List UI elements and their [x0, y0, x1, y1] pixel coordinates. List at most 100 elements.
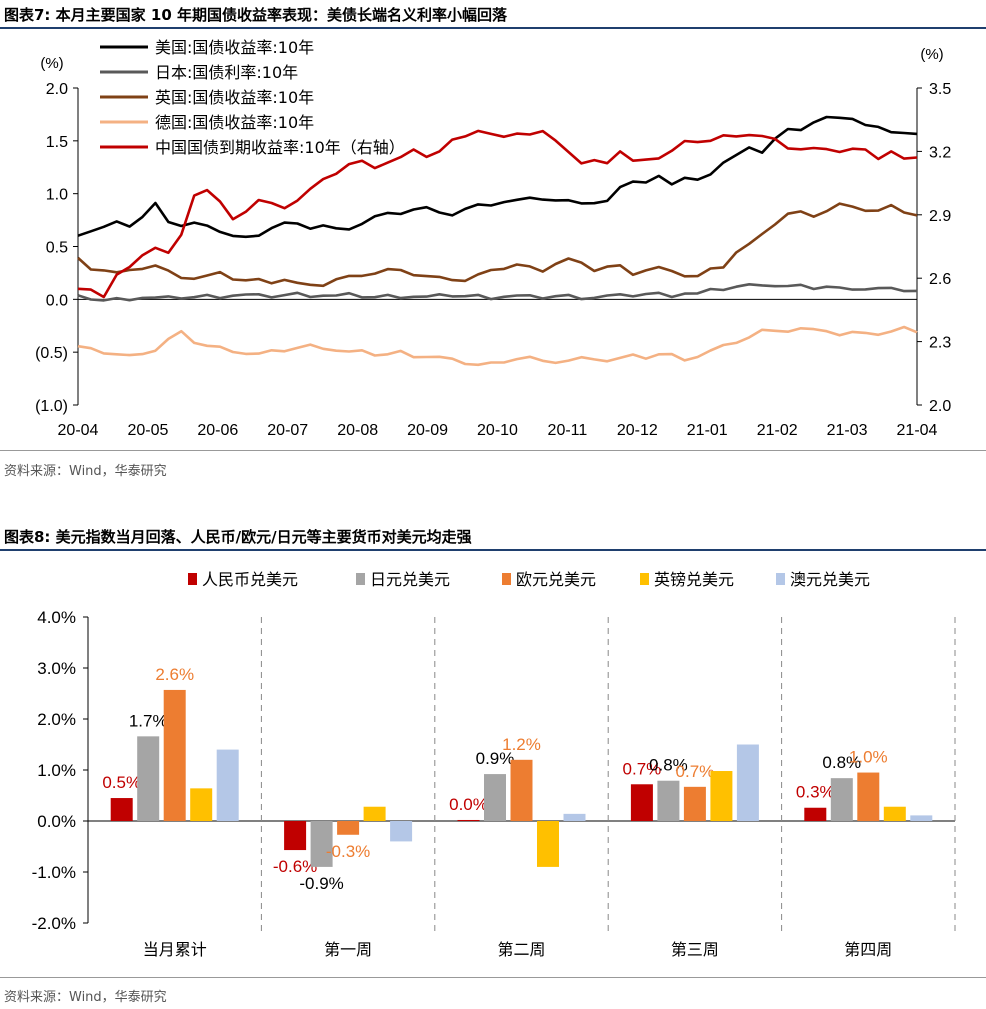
series-line-1: [77, 283, 918, 302]
bar-3: [537, 821, 559, 867]
legend-label-0: 人民币兑美元: [202, 570, 298, 589]
bar-4: [910, 815, 933, 821]
category-label: 第三周: [671, 940, 719, 959]
legend-label-4: 澳元兑美元: [790, 570, 870, 589]
bar-1: [310, 821, 333, 867]
bar-0: [630, 784, 653, 821]
left-tick-label: 1.0: [46, 187, 68, 204]
bar-3: [710, 771, 733, 821]
right-tick-label: 2.3: [929, 335, 951, 352]
legend-label-3: 德国:国债收益率:10年: [155, 113, 314, 132]
bar-data-label: -0.6%: [273, 857, 317, 876]
bar-4: [390, 821, 413, 842]
figure8-source: 资料来源：Wind，华泰研究: [4, 990, 167, 1005]
left-tick-label: (1.0): [35, 398, 68, 415]
x-tick-label: 20-10: [477, 422, 518, 439]
right-tick-label: 3.2: [929, 144, 951, 161]
bar-4: [736, 744, 759, 821]
left-unit-label: (%): [40, 55, 63, 72]
x-tick-label: 20-04: [58, 422, 99, 439]
y-tick-label: 1.0%: [37, 761, 76, 780]
bar-data-label: 0.3%: [796, 783, 835, 802]
bar-data-label: 0.0%: [449, 795, 488, 814]
bar-0: [804, 807, 827, 821]
bar-data-label: 1.0%: [849, 748, 888, 767]
bar-3: [883, 806, 906, 821]
bar-0: [110, 798, 133, 821]
x-tick-label: 20-07: [267, 422, 308, 439]
legend-swatch-1: [356, 573, 365, 585]
legend-label-3: 英镑兑美元: [654, 570, 734, 589]
figure8-bar-chart: 4.0% 3.0% 2.0% 1.0% 0.0% -1.0% -2.0% 当月累计 第一周 第二周…: [32, 570, 956, 959]
figure7-line-chart: (%) (%) 2.0 1.5 1.0 0.5 0.0 (0.5) (1.0) 3.5 3.2 2.9…: [35, 38, 951, 439]
x-tick-label: 20-06: [197, 422, 238, 439]
y-tick-label: -1.0%: [32, 863, 76, 882]
y-tick-label: 4.0%: [37, 608, 76, 627]
bar-2: [337, 821, 360, 835]
series-line-0: [77, 115, 918, 239]
x-tick-label: 20-05: [127, 422, 168, 439]
left-tick-label: (0.5): [35, 345, 68, 362]
legend-label-1: 日元兑美元: [370, 570, 450, 589]
category-label: 第一周: [324, 940, 372, 959]
y-tick-label: 2.0%: [37, 710, 76, 729]
figure8-bottom-rule: [0, 977, 986, 978]
figure7-title-rule: [0, 27, 986, 29]
bar-1: [657, 780, 680, 821]
x-tick-label: 21-03: [827, 422, 868, 439]
legend-label-4: 中国国债到期收益率:10年（右轴）: [155, 138, 405, 157]
x-tick-label: 20-08: [337, 422, 378, 439]
bar-1: [830, 778, 853, 821]
left-tick-label: 0.0: [46, 292, 68, 309]
figure8-title-rule: [0, 549, 986, 551]
bar-1: [137, 736, 160, 821]
left-tick-label: 1.5: [46, 134, 68, 151]
x-tick-label: 20-09: [407, 422, 448, 439]
bar-data-label: 0.8%: [822, 753, 861, 772]
legend-label-2: 英国:国债收益率:10年: [155, 88, 314, 107]
y-tick-label: -2.0%: [32, 914, 76, 933]
bar-data-label: 0.7%: [623, 759, 662, 778]
bar-2: [163, 689, 186, 821]
x-tick-label: 20-12: [617, 422, 658, 439]
legend-swatch-3: [640, 573, 649, 585]
category-label: 当月累计: [143, 940, 207, 959]
bar-data-label: -0.9%: [299, 874, 343, 893]
figure7-bottom-rule: [0, 450, 986, 451]
right-unit-label: (%): [920, 46, 943, 63]
figure7-title: 图表7: 本月主要国家 10 年期国债收益率表现：美债长端名义利率小幅回落: [4, 6, 507, 24]
right-tick-label: 3.5: [929, 81, 951, 98]
bar-data-label: 0.9%: [476, 749, 515, 768]
bar-data-label: 2.6%: [155, 665, 194, 684]
bar-data-label: 0.8%: [649, 756, 688, 775]
bar-0: [284, 821, 307, 851]
legend-swatch-0: [188, 573, 197, 585]
x-tick-label: 21-04: [897, 422, 938, 439]
bar-3: [363, 806, 386, 821]
bar-data-label: 1.2%: [502, 735, 541, 754]
category-label: 第四周: [844, 940, 892, 959]
x-tick-label: 20-11: [548, 422, 588, 439]
legend-label-0: 美国:国债收益率:10年: [155, 38, 314, 57]
bar-data-label: -0.3%: [326, 842, 370, 861]
figure7-source: 资料来源：Wind，华泰研究: [4, 464, 167, 479]
legend-swatch-4: [776, 573, 785, 585]
bar-0: [457, 819, 480, 821]
category-label: 第二周: [497, 940, 545, 959]
right-tick-label: 2.6: [929, 271, 951, 288]
bar-4: [216, 749, 239, 821]
bar-3: [190, 788, 213, 821]
bar-2: [510, 759, 533, 821]
legend-label-1: 日本:国债利率:10年: [155, 63, 298, 82]
bar-4: [563, 813, 586, 821]
bar-data-label: 0.5%: [102, 773, 141, 792]
right-tick-label: 2.9: [929, 208, 951, 225]
series-line-2: [77, 202, 918, 288]
series-line-3: [77, 325, 918, 367]
left-tick-label: 2.0: [46, 81, 68, 98]
bar-data-label: 0.7%: [676, 762, 715, 781]
legend-swatch-2: [502, 573, 511, 585]
left-tick-label: 0.5: [46, 240, 68, 257]
x-tick-label: 21-02: [757, 422, 798, 439]
x-tick-label: 21-01: [687, 422, 728, 439]
